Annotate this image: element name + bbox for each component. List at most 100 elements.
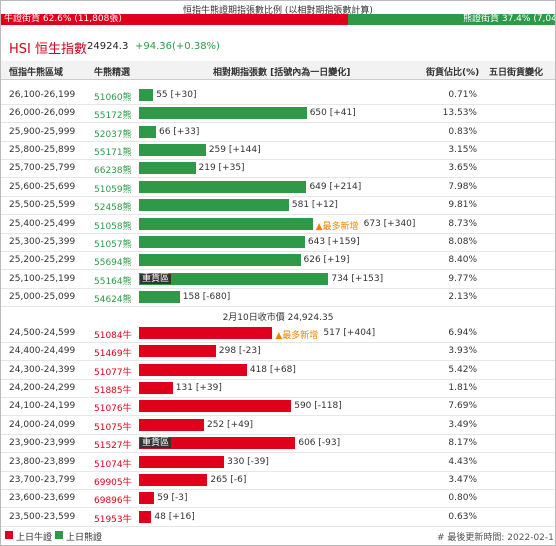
range: 25,400-25,499 xyxy=(9,218,76,229)
bar xyxy=(139,400,292,413)
bar xyxy=(139,107,307,120)
share: 3.15% xyxy=(448,145,477,156)
range: 25,700-25,799 xyxy=(9,163,76,174)
ratio-title: 恒指牛熊證期指張數比例 (以相對期指張數計算) xyxy=(183,6,373,16)
bar xyxy=(139,89,154,101)
count-label: 259 [+144] xyxy=(208,145,261,156)
share: 8.40% xyxy=(448,255,477,266)
bar xyxy=(139,199,289,212)
code: 55172熊 xyxy=(94,111,132,122)
col-header: 恒指牛熊區域 xyxy=(9,68,64,78)
count-label: 131 [+39] xyxy=(175,383,222,394)
count-label: 626 [+19] xyxy=(303,255,350,266)
table-row: 25,200-25,299 55694熊 626 [+19] 8.40% xyxy=(1,251,555,271)
new-tag: ▲最多新增 xyxy=(315,221,359,232)
code: 51057熊 xyxy=(94,239,132,250)
share: 3.49% xyxy=(448,419,477,430)
range: 23,500-23,599 xyxy=(9,511,76,522)
range: 23,600-23,699 xyxy=(9,493,76,504)
count-label: 643 [+159] xyxy=(307,236,360,247)
share: 3.47% xyxy=(448,474,477,485)
code: 51527牛 xyxy=(94,441,132,452)
bar xyxy=(139,437,296,450)
range: 25,000-25,099 xyxy=(9,291,76,302)
table-row: 23,700-23,799 69905牛 265 [-6] 3.47% xyxy=(1,471,555,490)
range: 25,800-25,899 xyxy=(9,145,76,156)
bar xyxy=(139,180,307,193)
bull-ratio-label: 牛證街貨 62.6% (11,808張) xyxy=(4,14,122,24)
code: 51084牛 xyxy=(94,331,132,341)
code: 55694熊 xyxy=(94,258,132,269)
code: 51060熊 xyxy=(94,93,132,103)
bar xyxy=(139,418,205,431)
col-header: 相對期指張數 [括號內為一日變化] xyxy=(213,68,351,78)
count-label: 606 [-93] xyxy=(298,438,341,449)
share: 8.73% xyxy=(448,218,477,229)
count-label: 48 [+16] xyxy=(154,511,195,522)
range: 25,300-25,399 xyxy=(9,236,76,247)
share: 6.94% xyxy=(448,328,477,338)
divider: 2月10日收市價 24,924.35 xyxy=(222,313,334,323)
code: 51074牛 xyxy=(94,459,132,470)
bar xyxy=(139,235,305,248)
bar xyxy=(139,345,216,358)
code: 54624熊 xyxy=(94,294,132,305)
table-row: 23,600-23,699 69896牛 59 [-3] 0.80% xyxy=(1,489,555,509)
table-row: 25,800-25,899 55171熊 259 [+144] 3.15% xyxy=(1,141,555,161)
code: 52458熊 xyxy=(94,203,132,214)
bar xyxy=(139,492,155,505)
code: 51885牛 xyxy=(94,386,132,397)
bar xyxy=(139,217,313,230)
table-row: 24,400-24,499 51469牛 298 [-23] 3.93% xyxy=(1,342,555,362)
code: 51469牛 xyxy=(94,349,132,360)
range: 25,900-25,999 xyxy=(9,126,76,137)
table-row: 25,400-25,499 51058熊 ▲最多新增 673 [+340] 8.73% xyxy=(1,215,555,234)
count-label: 330 [-39] xyxy=(227,456,269,467)
count-label: 55 [+30] xyxy=(156,90,197,100)
table-row: 24,100-24,199 51076牛 590 [-118] 7.69% xyxy=(1,397,555,417)
range: 25,500-25,599 xyxy=(9,200,76,211)
bar xyxy=(139,125,157,138)
range: 23,800-23,899 xyxy=(9,456,76,467)
bar xyxy=(139,254,301,267)
range: 25,600-25,699 xyxy=(9,181,76,192)
share: 1.81% xyxy=(448,383,477,394)
code: 51075牛 xyxy=(94,422,132,433)
code: 51076牛 xyxy=(94,404,132,415)
range: 24,000-24,099 xyxy=(9,419,76,430)
bar xyxy=(139,272,329,285)
index-name: HSI 恒生指數 xyxy=(9,42,87,57)
range: 23,900-23,999 xyxy=(9,438,76,449)
count-label: 673 [+340] xyxy=(363,218,416,229)
bear-ratio-label: 熊證街貨 37.4% (7,041張) xyxy=(463,14,555,24)
bar xyxy=(139,290,180,303)
header-row xyxy=(1,61,555,80)
range: 24,200-24,299 xyxy=(9,383,76,394)
code: 51077牛 xyxy=(94,367,132,378)
table-row: 23,900-23,999 51527牛 重貨區 606 [-93] 8.17% xyxy=(1,434,555,454)
count-label: 650 [+41] xyxy=(309,108,356,119)
bar xyxy=(139,162,196,175)
count-label: 158 [-680] xyxy=(182,291,231,302)
code: 51953牛 xyxy=(94,514,132,525)
table-row: 25,000-25,099 54624熊 158 [-680] 2.13% xyxy=(1,288,555,307)
col-header: 五日街貨變化 xyxy=(489,68,544,78)
count-label: 252 [+49] xyxy=(207,419,254,430)
code: 51058熊 xyxy=(94,221,132,232)
col-header: 牛熊精選 xyxy=(94,68,131,78)
table-row: 23,800-23,899 51074牛 330 [-39] 4.43% xyxy=(1,453,555,472)
table-row: 25,300-25,399 51057熊 643 [+159] 8.08% xyxy=(1,233,555,252)
table-row: 24,200-24,299 51885牛 131 [+39] 1.81% xyxy=(1,379,555,399)
legend-swatch xyxy=(5,531,13,539)
share: 13.53% xyxy=(442,108,477,119)
count-label: 298 [-23] xyxy=(218,346,261,357)
legend-label: 上日牛證 xyxy=(16,533,53,543)
bar xyxy=(139,327,273,339)
range: 23,700-23,799 xyxy=(9,474,76,485)
share: 7.98% xyxy=(448,181,477,192)
count-label: 219 [+35] xyxy=(198,163,245,174)
range: 25,100-25,199 xyxy=(9,273,76,284)
code: 66238熊 xyxy=(94,166,132,177)
share: 3.93% xyxy=(448,346,477,357)
